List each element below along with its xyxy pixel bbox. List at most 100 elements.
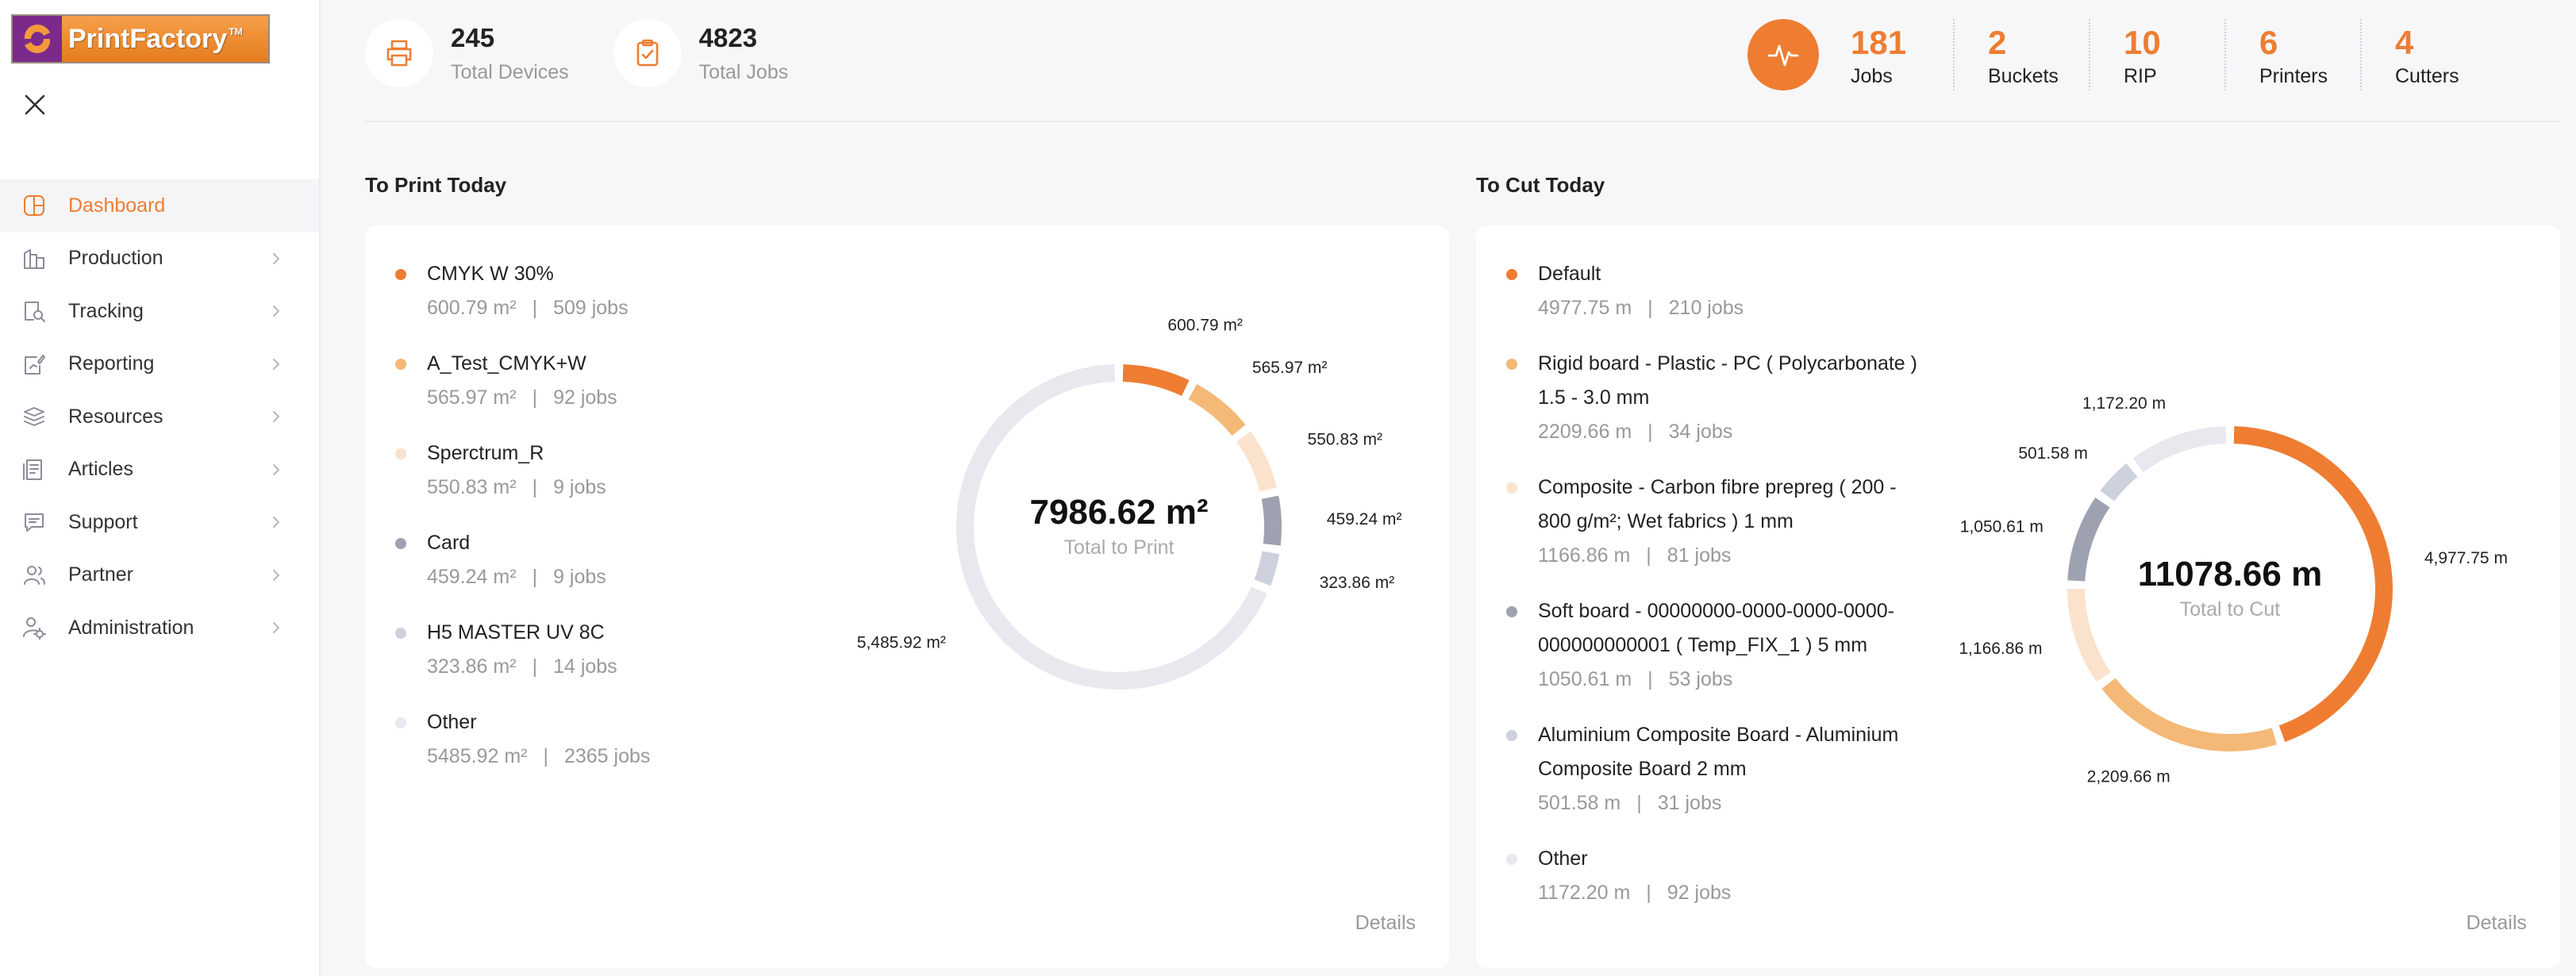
counter-label: Printers [2259, 65, 2328, 87]
close-sidebar-button[interactable] [19, 89, 51, 121]
donut-slice[interactable] [2101, 678, 2278, 751]
sidebar-item-administration[interactable]: Administration [0, 601, 319, 655]
legend-meta: 501.58 m | 31 jobs [1538, 786, 1917, 820]
legend-name: Composite - Carbon fibre prepreg ( 200 - [1538, 476, 1897, 498]
legend-meta: 4977.75 m | 210 jobs [1538, 291, 1917, 325]
legend-jobs: 9 jobs [553, 476, 606, 498]
activity-indicator[interactable] [1747, 19, 1819, 90]
print-details-link[interactable]: Details [1355, 912, 1416, 934]
legend-item[interactable]: A_Test_CMYK+W 565.97 m² | 92 jobs [395, 347, 650, 415]
cut-details-link[interactable]: Details [2466, 912, 2527, 934]
legend-item[interactable]: Rigid board - Plastic - PC ( Polycarbona… [1506, 347, 1917, 449]
donut-slice[interactable] [2067, 588, 2112, 682]
legend-item[interactable]: Composite - Carbon fibre prepreg ( 200 -… [1506, 471, 1917, 573]
legend-separator: | [1646, 544, 1651, 567]
donut-slice[interactable] [1122, 364, 1190, 397]
legend-color-dot [1506, 730, 1517, 741]
donut-slice[interactable] [2067, 498, 2110, 582]
donut-data-label: 600.79 m² [1167, 317, 1243, 335]
legend-jobs: 81 jobs [1667, 544, 1732, 567]
counter-rip[interactable]: 10 RIP [2089, 19, 2224, 90]
legend-name: 800 g/m²; Wet fabrics ) 1 mm [1538, 510, 1794, 532]
legend-amount: 323.86 m² [427, 655, 517, 678]
legend-name: Card [427, 532, 471, 554]
donut-slice[interactable] [2100, 463, 2138, 501]
counter-printers[interactable]: 6 Printers [2224, 19, 2360, 90]
counter-buckets[interactable]: 2 Buckets [1953, 19, 2089, 90]
donut-slice[interactable] [1188, 383, 1246, 436]
sidebar-item-partner[interactable]: Partner [0, 549, 319, 602]
legend-name: CMYK W 30% [427, 263, 554, 285]
clipboard-check-icon [613, 19, 682, 87]
legend-color-dot [1506, 482, 1517, 494]
sidebar-item-support[interactable]: Support [0, 496, 319, 549]
legend-amount: 550.83 m² [427, 476, 517, 498]
donut-slice[interactable] [1236, 431, 1277, 492]
counter-value: 10 [2124, 24, 2161, 61]
donut-data-label: 565.97 m² [1252, 359, 1328, 377]
reporting-icon [22, 352, 46, 376]
legend-amount: 2209.66 m [1538, 421, 1632, 443]
legend-item[interactable]: Default 4977.75 m | 210 jobs [1506, 257, 1917, 325]
legend-item[interactable]: Soft board - 00000000-0000-0000-0000- 000… [1506, 594, 1917, 697]
sidebar-item-production[interactable]: Production [0, 232, 319, 286]
legend-jobs: 53 jobs [1668, 668, 1733, 690]
donut-data-label: 1,050.61 m [1960, 517, 2043, 536]
printfactory-logo[interactable]: PrintFactory TM [11, 14, 270, 63]
legend-item[interactable]: Other 5485.92 m² | 2365 jobs [395, 705, 650, 774]
donut-data-label: 2,209.66 m [2087, 768, 2170, 786]
legend-item[interactable]: Card 459.24 m² | 9 jobs [395, 526, 650, 594]
sidebar-item-reporting[interactable]: Reporting [0, 338, 319, 391]
sidebar-item-articles[interactable]: Articles [0, 444, 319, 497]
total-jobs-stat[interactable]: 4823 Total Jobs [613, 19, 789, 87]
total-jobs-label: Total Jobs [698, 60, 789, 83]
sidebar-item-resources[interactable]: Resources [0, 390, 319, 444]
sidebar-nav: Dashboard Production Tracking Reporting Reso… [0, 179, 319, 655]
legend-name: Other [427, 711, 477, 733]
counter-jobs[interactable]: 181 Jobs [1817, 19, 1953, 90]
donut-total-value: 7986.62 m² [1029, 493, 1208, 532]
sidebar-item-dashboard[interactable]: Dashboard [0, 179, 319, 232]
legend-amount: 1172.20 m [1538, 882, 1631, 904]
total-devices-stat[interactable]: 245 Total Devices [365, 19, 569, 87]
legend-meta: 459.24 m² | 9 jobs [427, 560, 650, 594]
legend-jobs: 31 jobs [1657, 792, 1722, 814]
legend-color-dot [1506, 606, 1517, 617]
legend-item[interactable]: Sperctrum_R 550.83 m² | 9 jobs [395, 436, 650, 505]
donut-data-label: 4,977.75 m [2424, 549, 2508, 567]
donut-slice[interactable] [1261, 495, 1282, 546]
donut-total-value: 11078.66 m [2138, 555, 2322, 594]
legend-jobs: 34 jobs [1668, 421, 1733, 443]
header-divider [365, 121, 2560, 122]
sidebar-item-tracking[interactable]: Tracking [0, 285, 319, 338]
legend-item[interactable]: CMYK W 30% 600.79 m² | 509 jobs [395, 257, 650, 325]
print-today-title: To Print Today [365, 173, 507, 197]
donut-slice[interactable] [1254, 551, 1280, 586]
summary-stats: 245 Total Devices 4823 Total Jobs [365, 19, 832, 87]
legend-meta: 1172.20 m | 92 jobs [1538, 876, 1917, 910]
legend-meta: 2209.66 m | 34 jobs [1538, 415, 1917, 449]
donut-data-label: 501.58 m [2018, 444, 2088, 463]
donut-slice[interactable] [2132, 426, 2227, 473]
donut-slice[interactable] [2233, 426, 2393, 742]
legend-meta: 550.83 m² | 9 jobs [427, 471, 650, 505]
legend-item[interactable]: H5 MASTER UV 8C 323.86 m² | 14 jobs [395, 616, 650, 684]
legend-name: Rigid board - Plastic - PC ( Polycarbona… [1538, 352, 1917, 375]
legend-color-dot [395, 628, 406, 639]
legend-amount: 600.79 m² [427, 297, 517, 319]
legend-item[interactable]: Aluminium Composite Board - Aluminium Com… [1506, 718, 1917, 820]
counter-cutters[interactable]: 4 Cutters [2360, 19, 2496, 90]
donut-slice[interactable] [956, 364, 1267, 690]
legend-separator: | [543, 745, 548, 767]
sidebar-item-label: Production [68, 247, 163, 270]
legend-separator: | [1647, 297, 1653, 319]
legend-item[interactable]: Other 1172.20 m | 92 jobs [1506, 842, 1917, 910]
donut-total-label: Total to Print [1064, 536, 1175, 559]
counter-value: 2 [1988, 24, 2007, 61]
sidebar-item-label: Partner [68, 563, 133, 586]
legend-jobs: 14 jobs [553, 655, 617, 678]
sidebar-item-label: Resources [68, 405, 163, 428]
legend-color-dot [395, 448, 406, 459]
legend-separator: | [532, 476, 538, 498]
sidebar-item-label: Reporting [68, 352, 155, 375]
